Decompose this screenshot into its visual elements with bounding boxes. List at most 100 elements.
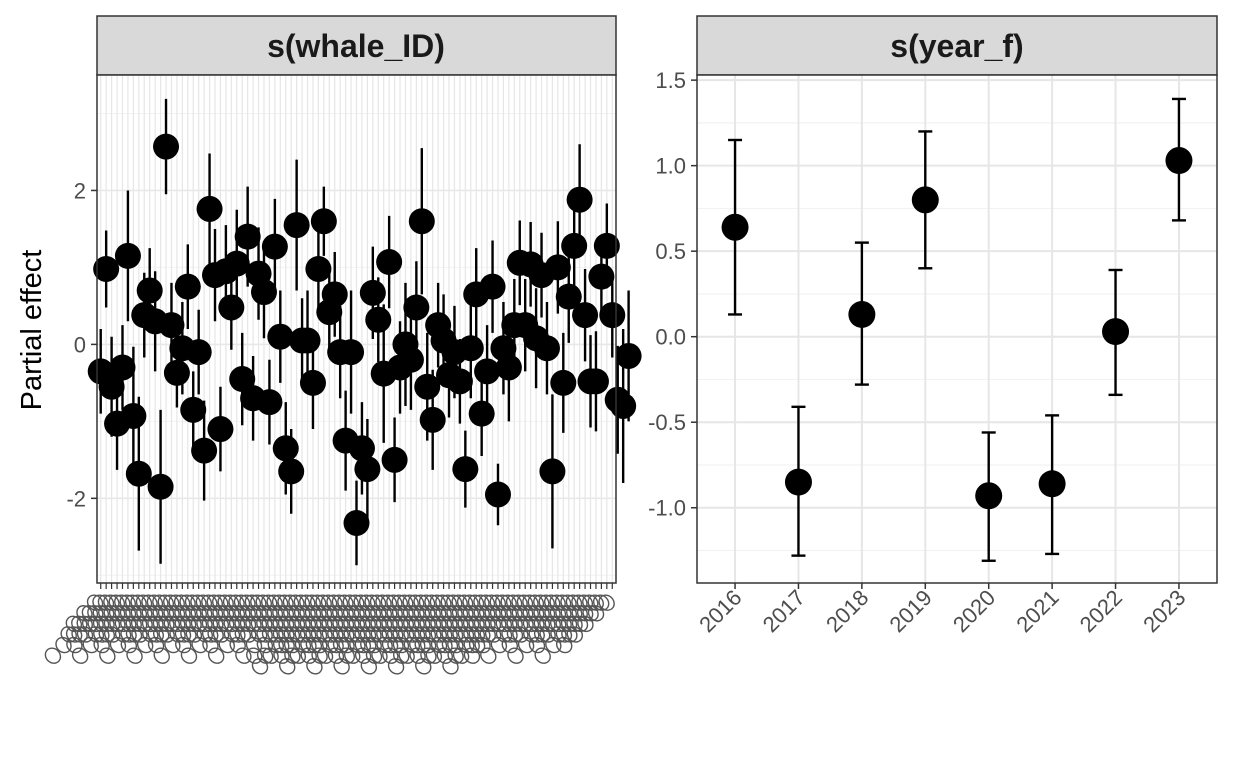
panel1-x-tick-label-glyph	[442, 658, 459, 675]
panel2-point	[784, 468, 812, 496]
panel2-grid	[697, 75, 1217, 583]
panel1-x-tick-label-glyph	[71, 647, 89, 664]
panel1-x-tick-label-glyph	[582, 605, 599, 622]
panel1-point	[533, 335, 560, 362]
panel2-y-tick-label: -0.5	[648, 410, 686, 435]
panel1-point	[310, 208, 337, 235]
panel1-point	[376, 249, 403, 276]
panel1-point	[283, 212, 310, 239]
panel2-marks	[721, 97, 1193, 562]
panel1-point	[250, 279, 277, 306]
panel1-y-tick-label: -2	[66, 486, 86, 511]
panel1-x-tick-label-glyph	[66, 636, 83, 654]
panel1-point	[185, 339, 212, 366]
panel1-x-tick-label-glyph	[229, 636, 246, 654]
panel1-x-tick-label-glyph	[392, 647, 410, 664]
panel1-x-tick-label-glyph	[251, 658, 269, 675]
panel1-point	[158, 312, 185, 339]
panel1-point	[539, 458, 566, 485]
panel1-x-tick-label-glyph	[93, 636, 110, 654]
panel1-point	[474, 358, 501, 385]
panel1-point	[98, 373, 125, 400]
panel1-x-tick-label-glyph	[561, 626, 578, 643]
panel1-x-tick-label-glyph	[528, 636, 546, 654]
panel1-point	[452, 456, 479, 483]
panel1-x-tick-label	[468, 594, 528, 654]
panel2-x-tick-label: 2021	[1011, 585, 1063, 637]
panel1-point	[191, 437, 218, 464]
panel2-y-tick-label: -1.0	[648, 496, 686, 521]
panel2-x-tick-label: 2016	[694, 585, 746, 637]
panel1-point	[468, 400, 495, 427]
panel2-title: s(year_f)	[890, 28, 1023, 64]
panel1-point	[457, 335, 484, 362]
panel1-point	[354, 456, 381, 483]
panel1-x-tick-label-glyph	[99, 647, 116, 664]
panel1-point	[338, 339, 365, 366]
panel1-point	[120, 402, 147, 429]
panel1-x-tick-label-glyph	[501, 636, 518, 654]
panel2-y-tick-label: 1.5	[655, 68, 686, 93]
panel1-point	[218, 294, 245, 321]
panel1-point	[599, 302, 626, 329]
panel1-point	[261, 233, 288, 260]
panel1-x-tick-label-glyph	[180, 647, 198, 664]
panel1-x-tick-label-glyph	[202, 636, 219, 654]
panel1-x-tick-label-glyph	[175, 636, 192, 654]
panel1-point	[93, 255, 120, 282]
panel1-x-tick-label-glyph	[507, 647, 524, 664]
panel2-point	[1038, 470, 1066, 498]
panel1-point	[196, 195, 223, 222]
panel1-x-tick-label-glyph	[120, 636, 138, 654]
panel1-point	[147, 473, 174, 500]
panel1-point	[114, 242, 141, 269]
panel1-point	[321, 281, 348, 308]
panel1-point	[555, 283, 582, 310]
panel1-x-tick-labels	[44, 594, 615, 675]
panel1-strip	[96, 15, 617, 76]
y-axis-title: Partial effect	[16, 250, 48, 411]
panel1-x-tick-label-glyph	[592, 594, 610, 611]
panel2-border	[696, 74, 1218, 584]
panel1-point	[550, 369, 577, 396]
panel1-point	[207, 416, 234, 443]
panel1-x-tick-label	[561, 594, 610, 643]
panel1-point	[294, 327, 321, 354]
panel1-x-tick-label-glyph	[153, 647, 170, 664]
panel2-strip	[696, 15, 1218, 76]
panel1-x-tick-label	[229, 594, 289, 654]
panel1-x-tick-label-glyph	[147, 636, 165, 654]
panel1-point	[615, 342, 642, 369]
panel1-x-tick-label-glyph	[387, 658, 405, 675]
panel1-point	[495, 354, 522, 381]
panel1-point	[419, 406, 446, 433]
panel2-point	[721, 213, 749, 241]
panel1-x-tick-label-glyph	[587, 605, 605, 622]
panel1-x-tick-label	[66, 594, 126, 654]
panel1-point	[163, 359, 190, 386]
panel2-point	[848, 300, 876, 328]
panel1-point	[359, 279, 386, 306]
panel2-x-tick-label: 2017	[758, 585, 810, 637]
panel2-y-tick-label: 0.0	[655, 325, 686, 350]
panel1-point	[479, 273, 506, 300]
panel1-x-tick-label	[528, 594, 588, 654]
panel1-x-tick-label	[93, 594, 153, 654]
panel1-x-tick-label	[175, 594, 234, 654]
panel1-point	[153, 133, 180, 160]
panel1-x-tick-label-glyph	[480, 647, 497, 664]
panel1-x-tick-label-glyph	[571, 615, 589, 633]
panel1-point	[299, 369, 326, 396]
panel2-point	[1102, 318, 1130, 346]
panel2-point	[975, 482, 1003, 510]
panel1-point	[588, 263, 615, 290]
panel1-point	[572, 302, 599, 329]
panel1-x-tick-label	[441, 594, 501, 654]
panel1-x-tick-label-glyph	[207, 647, 225, 664]
panel1-point	[397, 346, 424, 373]
panel1-point	[180, 396, 207, 423]
panel1-x-tick-label	[278, 594, 338, 654]
panel1-point	[174, 273, 201, 300]
